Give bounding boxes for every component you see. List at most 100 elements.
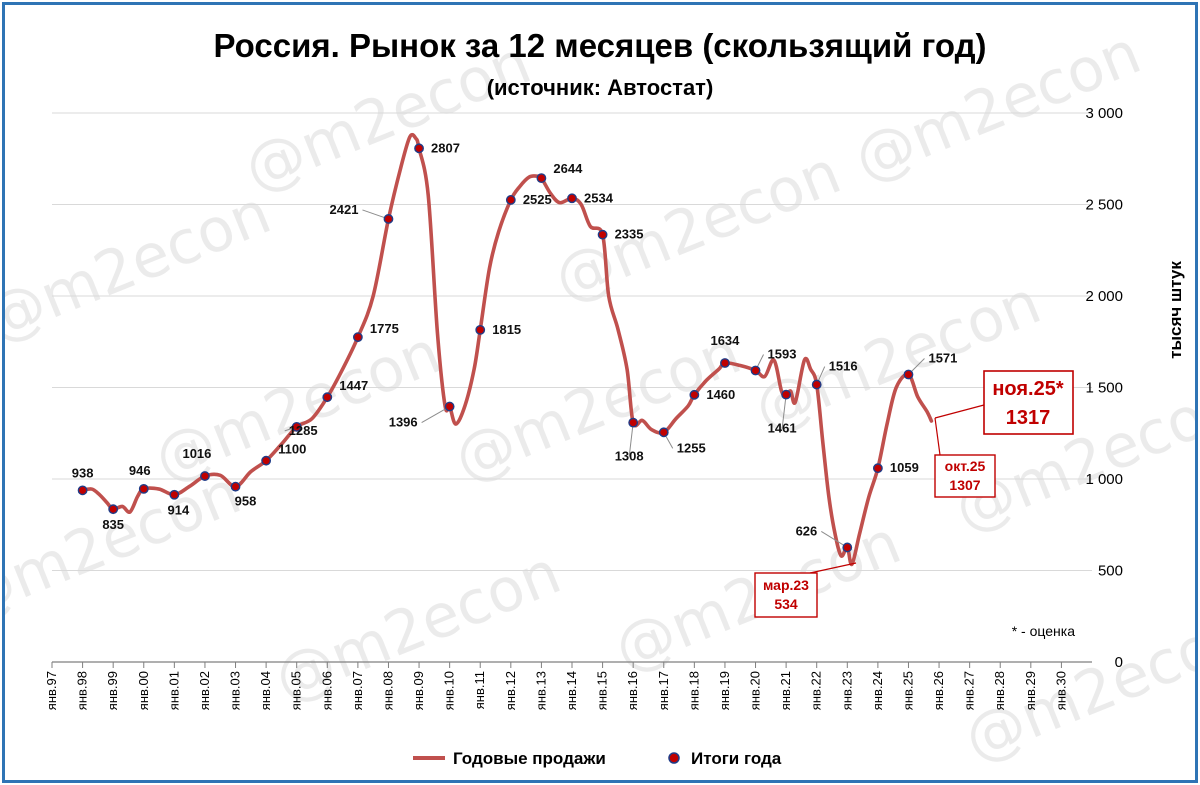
year-end-marker [842,542,853,553]
x-tick-label: янв.11 [472,671,487,709]
data-label: 1100 [278,442,306,457]
x-tick-label: янв.08 [380,671,395,710]
x-tick-label: янв.21 [778,671,793,710]
x-tick-label: янв.16 [625,671,640,710]
year-end-marker [322,392,333,403]
year-end-marker [811,379,822,390]
x-tick-label: янв.97 [44,671,59,710]
x-tick-label: янв.98 [75,671,90,710]
data-label: 1308 [615,449,644,464]
callout-oct25-label: окт.25 [945,458,986,474]
x-tick-label: янв.19 [717,671,732,710]
y-tick-label: 3 000 [1085,105,1123,122]
data-label: 1571 [928,351,957,366]
callout-mar23-label: мар.23 [763,577,809,593]
y-tick-label: 2 000 [1085,288,1123,305]
year-end-marker [505,195,516,205]
year-end-marker [200,471,210,481]
data-label: 2525 [523,192,552,207]
annual-sales-line [80,132,934,567]
data-label: 1815 [492,322,521,337]
year-end-marker [230,481,241,492]
callout-nov25-leader [934,404,985,419]
x-tick-label: янв.28 [992,671,1007,710]
data-label: 1016 [182,446,211,461]
data-label: 1396 [389,415,418,430]
data-label: 946 [129,463,151,478]
year-end-marker [628,417,639,428]
data-label: 1447 [339,378,368,393]
x-tick-labels: янв.97 янв.98 янв.99 янв.00 янв.01 янв.02 янв.… [44,671,1068,710]
watermark-text: @m2econ [445,318,751,496]
data-label: 2335 [615,227,644,242]
label-leader-line [781,394,787,429]
x-tick-label: янв.03 [228,671,243,710]
year-end-marker [750,365,761,376]
x-tick-label: янв.18 [686,671,701,710]
x-tick-label: янв.20 [748,671,763,710]
year-end-marker [352,332,363,343]
callout-oct25-value: 1307 [949,477,980,493]
callout-mar23-box [754,572,818,618]
year-end-marker [475,324,486,335]
data-label: 1775 [370,321,399,336]
y-axis-label: тысяч штук [1166,261,1185,359]
year-end-marker [597,229,608,240]
data-label: 2644 [553,161,583,176]
year-end-marker [536,173,547,184]
chart-title: Россия. Рынок за 12 месяцев (скользящий … [213,27,986,64]
callout-mar23-leader [809,562,857,574]
data-label: 938 [72,465,94,480]
year-end-marker [261,455,272,466]
data-label: 2534 [584,190,614,205]
data-label: 1285 [289,423,318,438]
data-label: 626 [796,523,818,538]
data-label: 1059 [890,460,919,475]
year-end-marker [658,427,669,438]
year-end-marker [383,214,394,224]
year-end-points [77,143,914,553]
x-tick-label: янв.00 [136,671,151,710]
year-end-marker [169,489,180,500]
data-label: 1460 [706,387,735,402]
x-tick-label: янв.29 [1023,671,1038,710]
chart-canvas: @m2econ@m2econ@m2econ@m2econ@m2econ@m2ec… [5,18,1195,776]
year-end-marker [77,485,88,496]
data-label: 2421 [330,202,359,217]
year-end-marker [872,463,883,474]
callout-nov25-box [983,370,1074,435]
x-tick-label: янв.23 [839,671,854,710]
callout-nov25-label: ноя.25* [992,378,1064,400]
x-tick-label: янв.12 [503,671,518,710]
label-leader-line [421,406,450,423]
callout-oct25-leader [934,417,941,456]
x-tick-label: янв.10 [442,671,457,710]
legend-marker-swatch [668,752,680,764]
legend-label-annual-sales: Годовые продажи [453,749,606,768]
estimate-note: * - оценка [1012,623,1075,639]
year-end-marker [689,389,700,400]
x-tick-label: янв.26 [931,671,946,710]
x-tick-label: янв.01 [166,671,181,710]
data-label: 1516 [829,359,858,374]
x-axis [51,661,1092,668]
callout-oct25-box [934,454,996,498]
data-label: 1634 [710,333,740,348]
watermark-text: @m2econ [5,458,250,636]
x-tick-label: янв.30 [1053,671,1068,710]
year-end-marker [291,421,302,432]
data-label: 1461 [768,421,797,436]
year-end-marker [720,358,730,368]
x-tick-label: янв.13 [533,671,548,710]
x-tick-label: янв.15 [595,671,610,710]
data-labels: 938 835 946 914 1016 958 1100 1285 1447 1775 2421 2… [72,140,958,538]
label-leader-line [821,531,848,548]
x-tick-label: янв.04 [258,671,273,710]
x-tick-label: янв.22 [809,671,824,710]
x-tick-label: янв.17 [656,671,671,710]
y-tick-label: 0 [1115,654,1123,671]
data-label: 1593 [768,346,797,361]
x-tick-label: янв.24 [870,671,885,710]
callout-mar23-value: 534 [774,596,798,612]
